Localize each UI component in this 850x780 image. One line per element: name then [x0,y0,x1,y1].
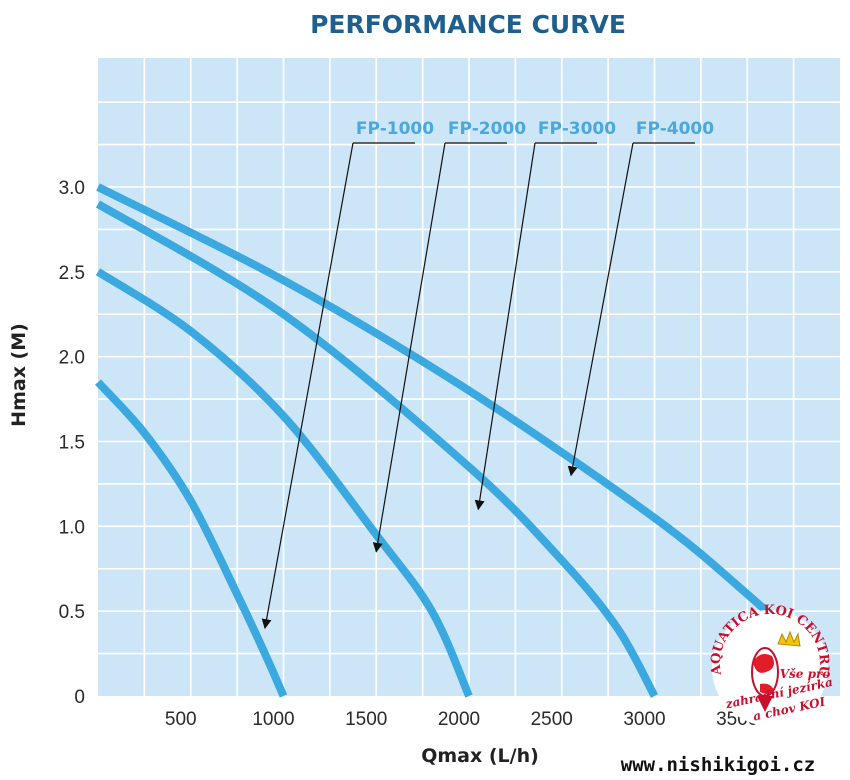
x-tick-label: 2500 [531,709,573,730]
x-tick-label: 1000 [252,709,294,730]
series-line-fp-4000 [96,183,815,657]
y-tick-label: 0.5 [59,602,85,623]
series-line-fp-3000 [95,200,659,698]
koi-fish-icon [751,630,801,712]
annotation-arrow [261,142,354,630]
series-label-fp-2000: FP-2000 [448,119,526,139]
series-line-fp-1000 [95,379,288,698]
series-line-fp-2000 [95,268,473,698]
y-tick-label: 3.0 [59,178,85,199]
website-url: www.nishikigoi.cz [621,754,815,776]
series-label-fp-4000: FP-4000 [636,119,714,139]
y-tick-label: 0 [74,687,85,708]
x-tick-label: 2000 [438,709,480,730]
chart-title: PERFORMANCE CURVE [310,10,626,39]
y-tick-label: 2.5 [59,263,85,284]
y-axis-ticks: 0 0.5 1.0 1.5 2.0 2.5 3.0 [59,178,85,708]
y-tick-label: 1.5 [59,433,85,454]
x-tick-label: 3000 [623,709,665,730]
grid [98,58,840,696]
x-axis-ticks: 500 1000 1500 2000 2500 3000 3500 [165,709,758,730]
y-tick-label: 1.0 [59,517,85,538]
annotation-arrow [567,142,634,477]
annotation-arrow [372,142,446,553]
logo-tagline-1: Vše pro [780,667,831,681]
x-tick-label: 500 [165,709,197,730]
x-tick-label: 1500 [345,709,387,730]
y-tick-label: 2.0 [59,348,85,369]
x-axis-title: Qmax (L/h) [421,745,539,767]
series-label-fp-1000: FP-1000 [356,119,434,139]
y-axis-title: Hmax (M) [8,323,30,427]
series-lines [95,183,815,698]
series-annotations: FP-1000 FP-2000 FP-3000 FP-4000 [261,119,714,630]
series-label-fp-3000: FP-3000 [538,119,616,139]
annotation-arrow [474,142,536,511]
